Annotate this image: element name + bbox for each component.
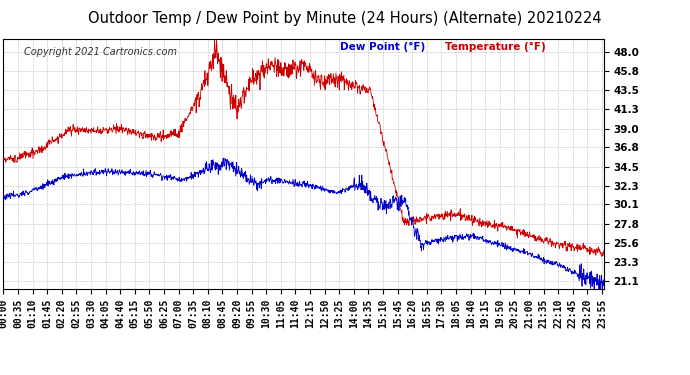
Text: Outdoor Temp / Dew Point by Minute (24 Hours) (Alternate) 20210224: Outdoor Temp / Dew Point by Minute (24 H… (88, 11, 602, 26)
Text: Temperature (°F): Temperature (°F) (444, 42, 545, 52)
Text: Dew Point (°F): Dew Point (°F) (339, 42, 425, 52)
Text: Copyright 2021 Cartronics.com: Copyright 2021 Cartronics.com (24, 47, 177, 57)
